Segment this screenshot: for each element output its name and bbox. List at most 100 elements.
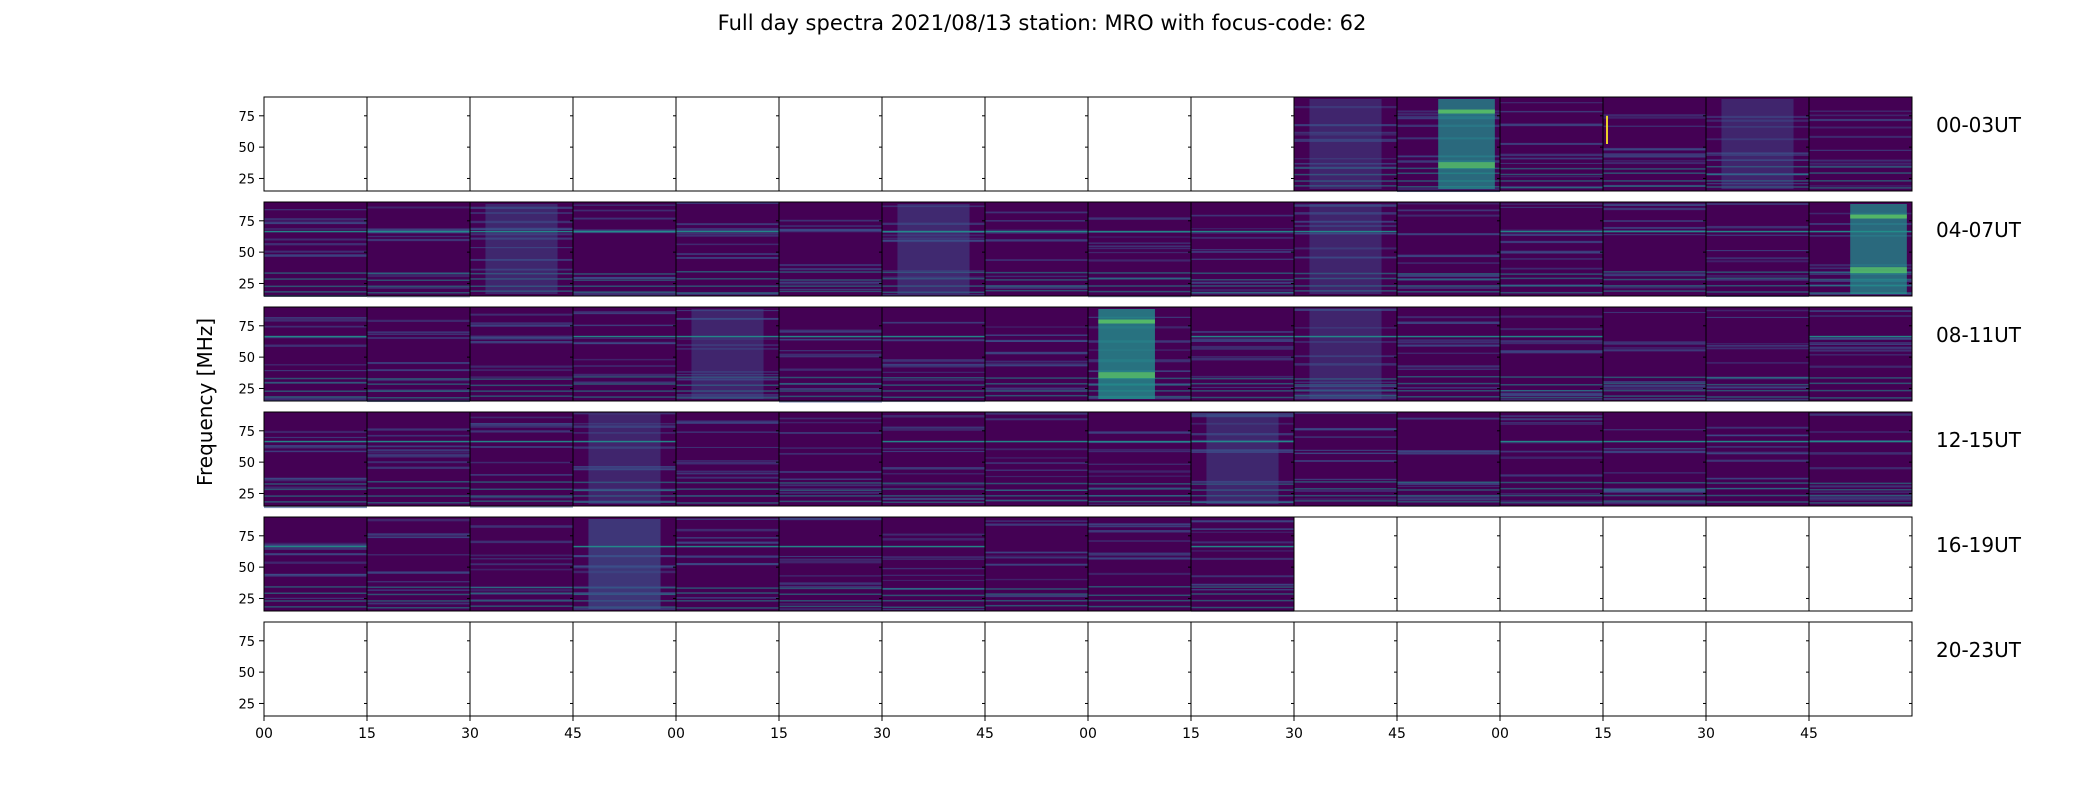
- row-label: 12-15UT: [1936, 428, 2022, 452]
- spectrum-panel: [675, 411, 780, 507]
- spectrum-panel: [778, 621, 883, 717]
- panels-layer: [263, 96, 1913, 717]
- x-tick-label: 00: [667, 726, 685, 742]
- spectrum-panel: [1190, 201, 1295, 297]
- spectrum-panel: [1499, 516, 1604, 612]
- spectrum-panel: [675, 96, 780, 192]
- x-tick-label: 45: [564, 726, 582, 742]
- spectrum-panel: [1190, 306, 1295, 402]
- spectrum-panel: [1808, 306, 1913, 402]
- spectrum-panel: [778, 306, 883, 403]
- row-label: 20-23UT: [1936, 638, 2022, 662]
- y-tick-label: 75: [238, 110, 255, 125]
- spectrum-panel: [1705, 621, 1810, 717]
- spectrum-panel: [572, 411, 677, 507]
- ticks-layer: 25 50 75 25 50 75 25 50 75 25 50 75 25 50 75 25 50 75 00 15…: [238, 110, 1817, 742]
- spectra-row-08-11UT: [263, 306, 1913, 403]
- spectrum-panel: [366, 411, 471, 507]
- spectra-row-04-07UT: [263, 201, 1913, 298]
- spectrum-panel: [984, 516, 1089, 612]
- spectrum-panel: [366, 201, 471, 298]
- row-label: 08-11UT: [1936, 323, 2022, 347]
- y-tick-label: 50: [238, 666, 255, 681]
- spectrum-panel: [469, 96, 574, 192]
- spectrum-panel: [881, 621, 986, 717]
- y-tick-label: 75: [238, 425, 255, 440]
- spectrum-panel: [469, 516, 574, 612]
- spectrum-panel: [1499, 411, 1604, 507]
- spectrum-panel: [675, 201, 780, 297]
- y-tick-label: 25: [238, 172, 255, 187]
- spectrum-panel: [778, 201, 883, 297]
- spectrum-panel: [1602, 411, 1707, 507]
- spectrum-panel: [1499, 621, 1604, 717]
- spectrum-panel: [1293, 621, 1398, 717]
- y-tick-label: 75: [238, 215, 255, 230]
- spectrum-panel: [1499, 306, 1604, 402]
- spectrum-panel: [1087, 306, 1192, 402]
- spectrum-panel: [572, 621, 677, 717]
- spectrum-panel: [572, 306, 677, 402]
- spectrum-panel: [1808, 621, 1913, 717]
- spectrum-panel: [263, 516, 368, 612]
- y-tick-label: 25: [238, 277, 255, 292]
- row-label: 16-19UT: [1936, 533, 2022, 557]
- spectrum-panel: [675, 516, 780, 612]
- spectrum-panel: [881, 96, 986, 192]
- y-tick-label: 50: [238, 456, 255, 471]
- spectrum-panel: [984, 96, 1089, 192]
- spectrum-panel: [1808, 201, 1913, 297]
- spectrum-panel: [469, 411, 574, 508]
- x-tick-label: 45: [976, 726, 994, 742]
- spectrum-panel: [263, 411, 368, 509]
- x-tick-label: 30: [873, 726, 891, 742]
- spectrum-panel: [263, 201, 368, 297]
- y-tick-label: 50: [238, 561, 255, 576]
- spectra-row-12-15UT: [263, 411, 1913, 509]
- spectrum-panel: [1190, 516, 1295, 612]
- spectrum-panel: [1190, 96, 1295, 192]
- x-tick-label: 15: [358, 726, 376, 742]
- x-tick-label: 15: [1182, 726, 1200, 742]
- spectrum-panel: [984, 621, 1089, 717]
- x-tick-label: 45: [1800, 726, 1818, 742]
- x-tick-label: 30: [1697, 726, 1715, 742]
- spectrum-panel: [778, 516, 883, 612]
- spectrum-panel: [1293, 411, 1398, 507]
- spectrum-panel: [984, 411, 1089, 507]
- spectrum-panel: [1087, 96, 1192, 192]
- spectrum-panel: [1087, 621, 1192, 717]
- spectrum-panel: [366, 516, 471, 612]
- x-tick-label: 15: [1594, 726, 1612, 742]
- spectrum-panel: [366, 96, 471, 192]
- spectrum-panel: [1602, 201, 1707, 297]
- spectrum-panel: [984, 306, 1089, 402]
- spectrum-panel: [263, 306, 368, 402]
- y-axis-label: Frequency [MHz]: [193, 318, 217, 486]
- spectrum-panel: [675, 306, 780, 402]
- spectrum-panel: [572, 201, 677, 297]
- spectrum-panel: [1602, 621, 1707, 717]
- spectrum-panel: [1602, 516, 1707, 612]
- spectrum-panel: [1293, 516, 1398, 612]
- x-tick-label: 00: [255, 726, 273, 742]
- spectrum-panel: [984, 201, 1089, 297]
- row-label: 04-07UT: [1936, 218, 2022, 242]
- spectra-row-00-03UT: [263, 96, 1913, 193]
- y-tick-label: 75: [238, 635, 255, 650]
- x-tick-label: 30: [1285, 726, 1303, 742]
- spectrum-panel: [778, 96, 883, 192]
- spectrum-panel: [881, 411, 986, 507]
- spectrum-panel: [1808, 516, 1913, 612]
- spectrum-panel: [1396, 411, 1501, 507]
- spectrum-panel: [1293, 96, 1398, 192]
- y-tick-label: 25: [238, 592, 255, 607]
- spectrum-panel: [778, 411, 883, 507]
- y-tick-label: 25: [238, 382, 255, 397]
- y-tick-label: 25: [238, 487, 255, 502]
- y-tick-label: 50: [238, 246, 255, 261]
- spectrum-panel: [572, 516, 677, 612]
- spectrum-panel: [1808, 411, 1913, 507]
- spectrum-panel: [469, 621, 574, 717]
- spectrum-panel: [263, 96, 368, 192]
